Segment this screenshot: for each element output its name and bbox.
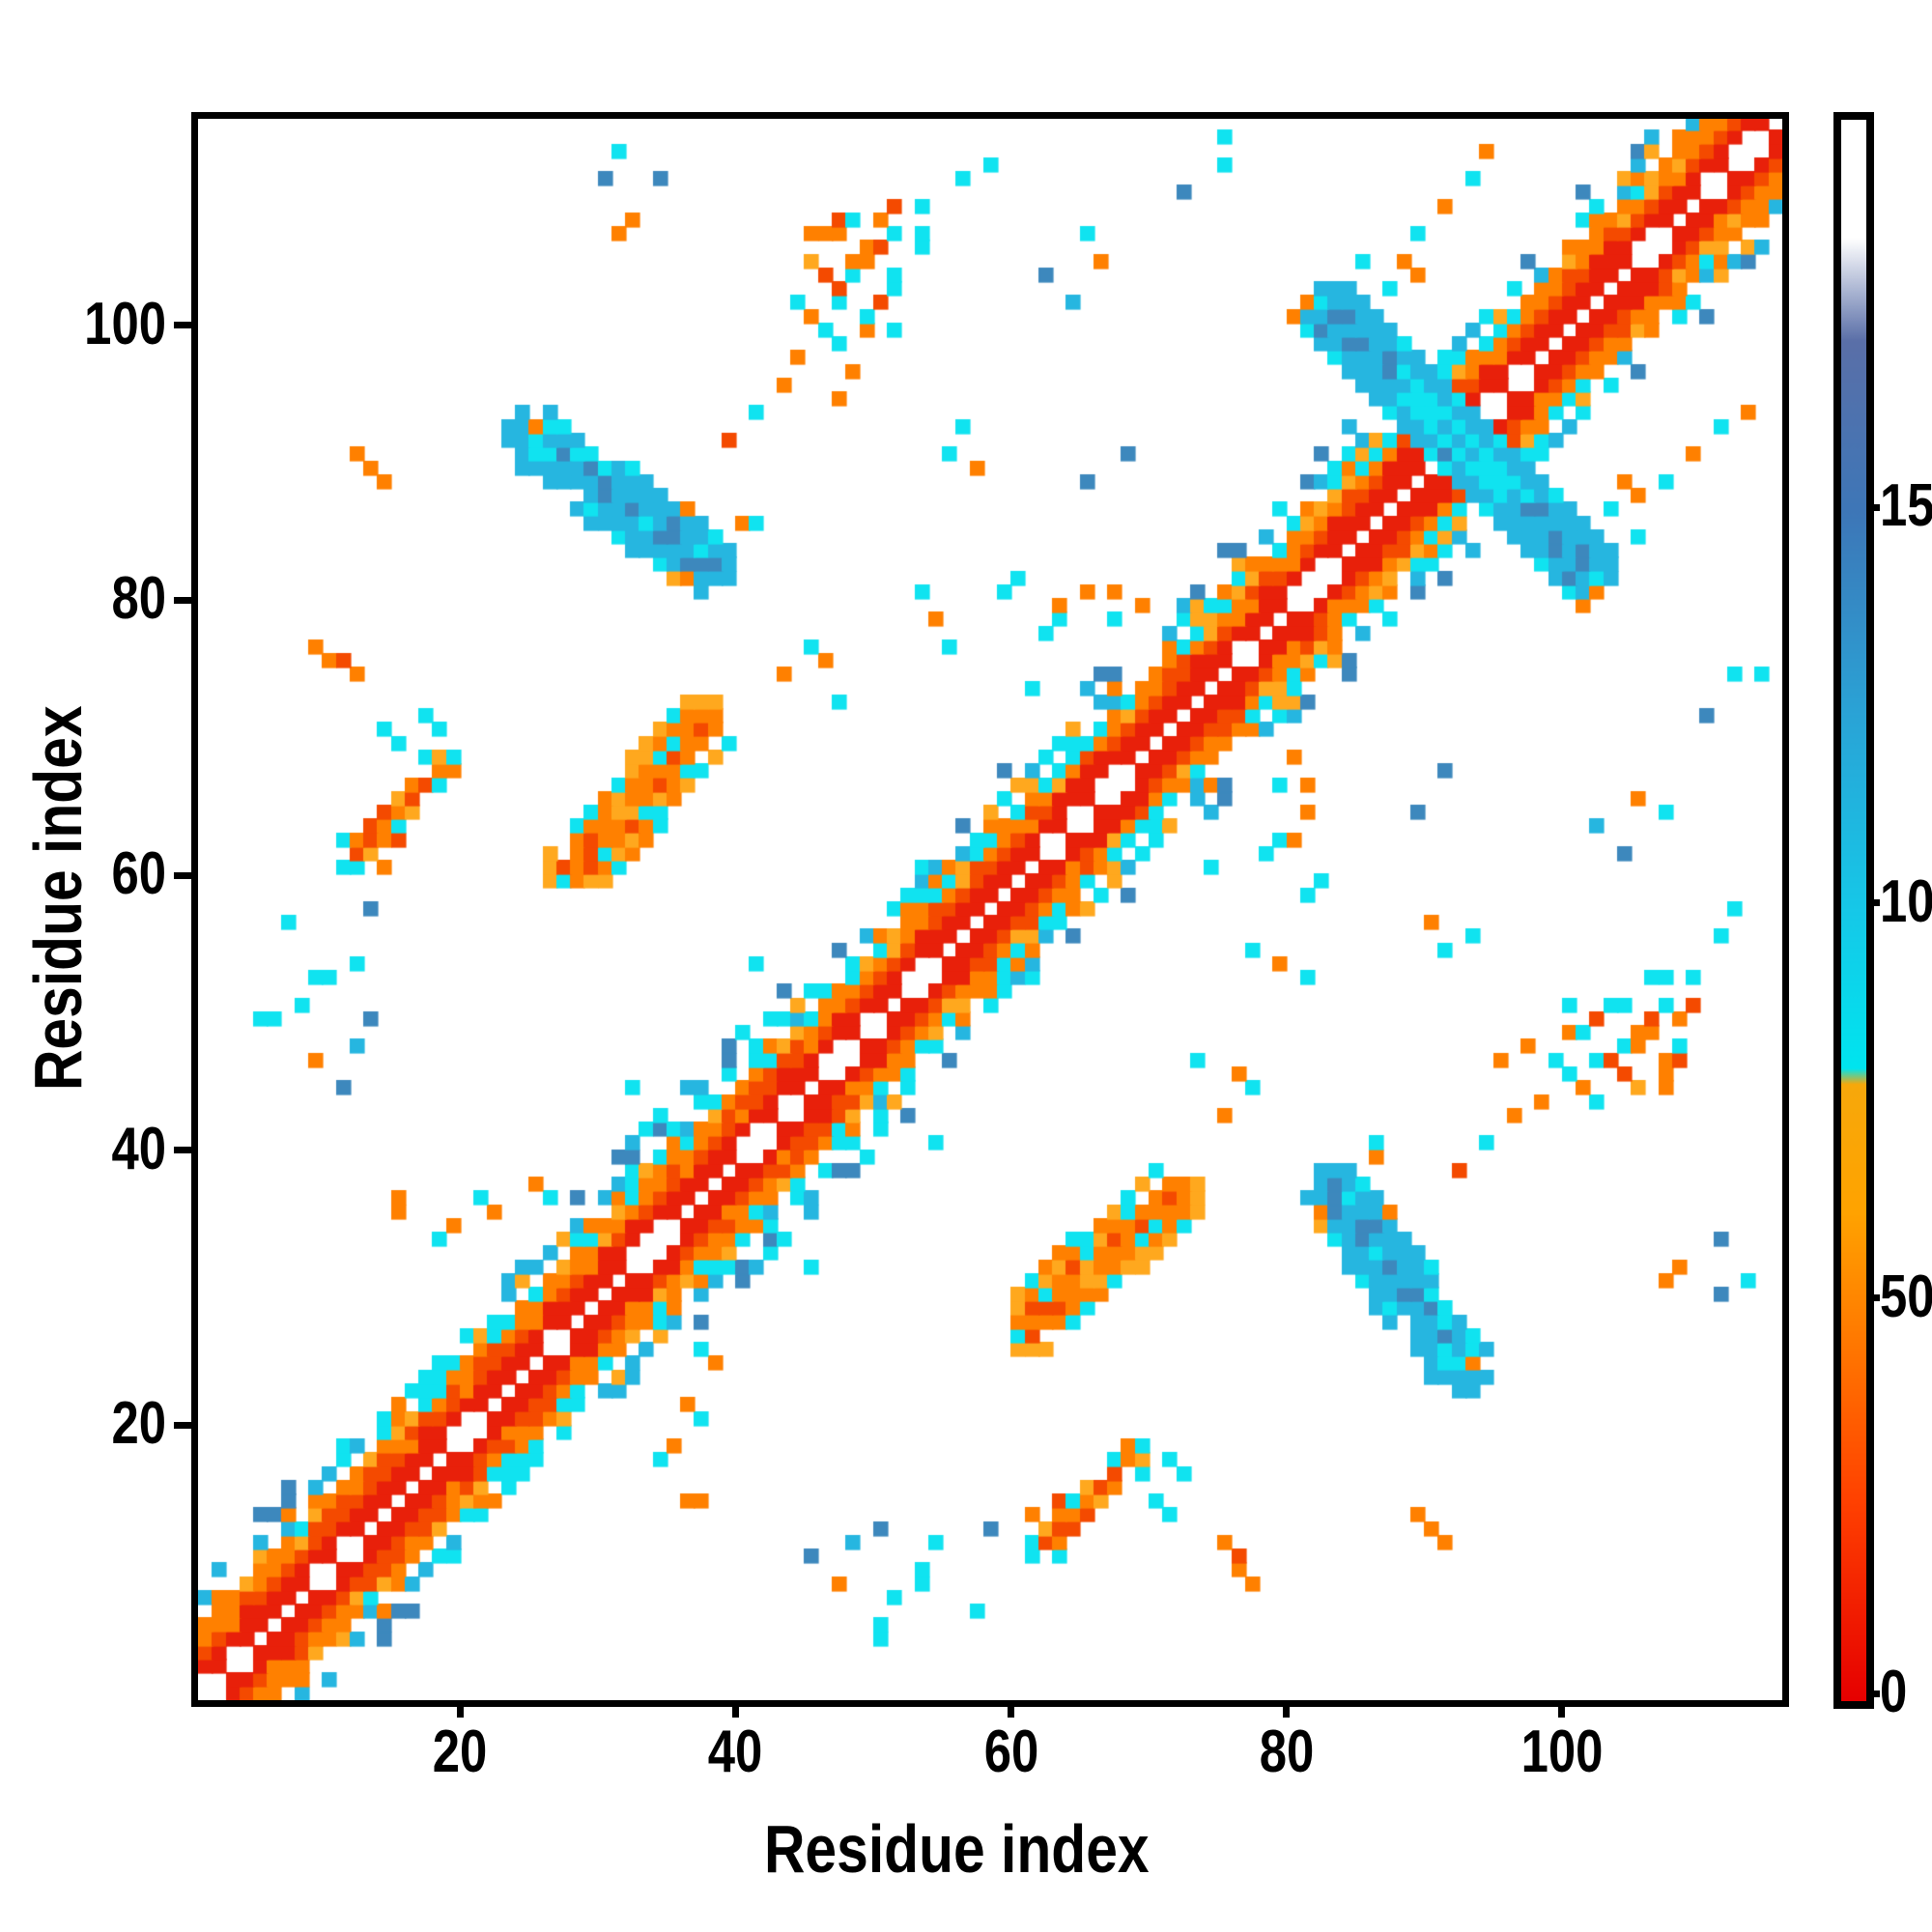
y-axis-tick-label: 20 [111, 1390, 166, 1458]
y-axis-tick [174, 322, 191, 329]
x-axis-tick-label: 100 [1520, 1719, 1604, 1785]
x-axis-tick [1283, 1700, 1291, 1718]
colorbar-tick-label: 100 [1880, 867, 1932, 935]
y-axis-tick-label: 100 [84, 290, 166, 357]
y-axis-tick-label: 40 [111, 1115, 166, 1182]
contact-map-canvas [198, 119, 1782, 1700]
colorbar [1833, 112, 1874, 1709]
colorbar-tick-label: 0 [1880, 1659, 1908, 1725]
y-axis-tick [174, 1421, 191, 1429]
y-axis-tick-label: 80 [111, 565, 166, 633]
colorbar-tick [1866, 899, 1880, 906]
x-axis-tick [456, 1700, 464, 1718]
colorbar-tick [1866, 503, 1880, 511]
colorbar-tick-label: 50 [1880, 1263, 1932, 1330]
colorbar-gradient [1841, 120, 1866, 1701]
x-axis-tick-label: 20 [432, 1719, 488, 1785]
x-axis-tick-label: 80 [1259, 1719, 1315, 1785]
colorbar-tick-label: 150 [1880, 472, 1932, 540]
x-axis-tick [1558, 1700, 1566, 1718]
x-axis-title: Residue index [0, 1810, 1913, 1888]
colorbar-tick [1866, 1690, 1880, 1697]
y-axis-tick-label: 60 [111, 840, 166, 908]
x-axis-title-text: Residue index [763, 1811, 1150, 1887]
heatmap-plot-area [191, 112, 1789, 1707]
y-axis-title-text: Residue index [20, 705, 96, 1092]
colorbar-tick [1866, 1294, 1880, 1302]
y-axis-tick [174, 871, 191, 879]
x-axis-tick [731, 1700, 739, 1718]
x-axis-tick-label: 40 [708, 1719, 763, 1785]
x-axis-tick-label: 60 [983, 1719, 1038, 1785]
y-axis-tick [174, 596, 191, 604]
y-axis-title: Residue index [19, 415, 97, 1381]
x-axis-tick [1008, 1700, 1015, 1718]
y-axis-tick [174, 1147, 191, 1154]
